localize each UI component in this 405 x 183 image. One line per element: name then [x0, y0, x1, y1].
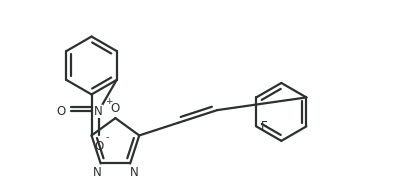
- Text: -: -: [105, 133, 109, 142]
- Text: +: +: [105, 98, 112, 107]
- Text: N: N: [92, 166, 101, 179]
- Text: O: O: [56, 105, 65, 118]
- Text: N: N: [130, 166, 139, 179]
- Text: F: F: [261, 120, 268, 133]
- Text: N: N: [94, 105, 103, 118]
- Text: O: O: [94, 140, 103, 153]
- Text: O: O: [111, 102, 120, 115]
